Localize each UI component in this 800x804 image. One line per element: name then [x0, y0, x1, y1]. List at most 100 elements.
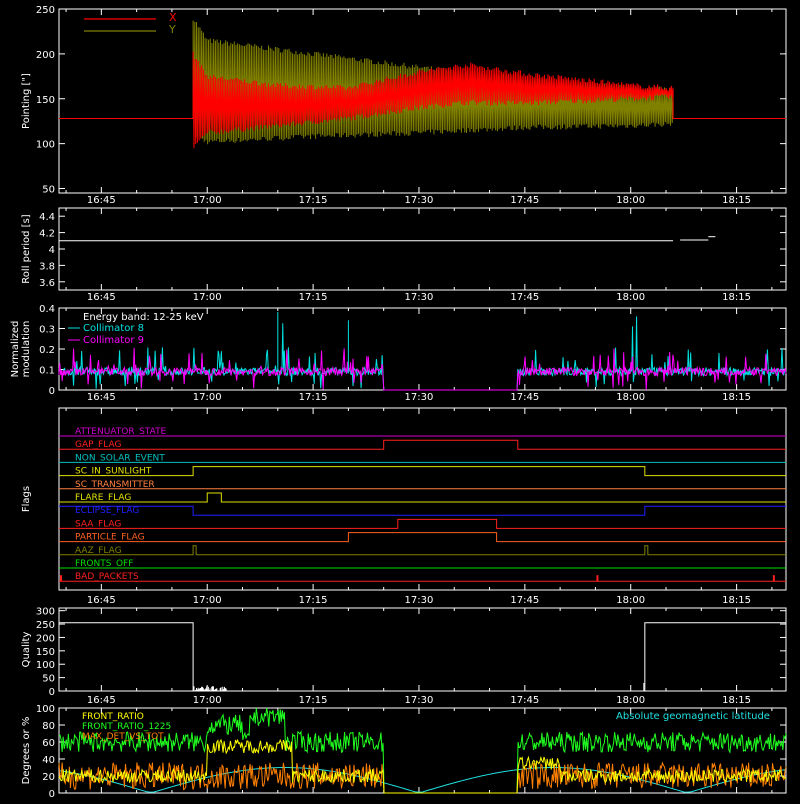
modulation-xtick-label: 16:45 [87, 392, 116, 403]
quality-ytick-label: 100 [36, 660, 55, 671]
roll-ytick-label: 4 [49, 245, 55, 256]
roll-ylabel: Roll period [s] [21, 214, 32, 283]
quality-xtick-label: 17:45 [510, 695, 539, 706]
pointing-ytick-label: 50 [42, 185, 55, 196]
roll-ytick-label: 4.2 [39, 229, 55, 240]
modulation-ytick-label: 0.2 [39, 345, 55, 356]
flags-xtick-label: 16:45 [87, 595, 116, 606]
latitude-legend-label: MAX_DET_VS_TOT [82, 732, 164, 742]
pointing-ytick-label: 100 [36, 140, 55, 151]
pointing-ytick-label: 250 [36, 5, 55, 16]
pointing-xtick-label: 17:15 [299, 195, 328, 206]
legend-label-x: X [169, 11, 177, 24]
modulation-ytick-label: 0 [49, 386, 55, 397]
roll-xtick-label: 17:45 [510, 292, 539, 303]
pointing-xtick-label: 18:00 [616, 195, 645, 206]
pointing-xtick-label: 17:00 [193, 195, 222, 206]
roll-xtick-label: 16:45 [87, 292, 116, 303]
modulation-xtick-label: 17:30 [405, 392, 434, 403]
flag-label: GAP_FLAG [75, 440, 121, 450]
modulation-xtick-label: 18:00 [616, 392, 645, 403]
latitude-ytick-label: 80 [42, 721, 55, 732]
panel-flags: 16:45 17:00 17:15 17:30 17:45 18:00 18:15 Flags… [21, 407, 787, 606]
series-x-line [59, 51, 786, 149]
latitude-ytick-label: 60 [42, 738, 55, 749]
flag-line-saa-flag [59, 518, 786, 529]
flag-label: NON_SOLAR_EVENT [75, 453, 165, 463]
flags-xtick-label: 17:30 [405, 595, 434, 606]
quality-xtick-label: 17:00 [193, 695, 222, 706]
roll-xtick-label: 17:15 [299, 292, 328, 303]
panel-pointing: 16:45 17:00 17:15 17:30 17:45 18:00 18:15 50 100… [21, 5, 787, 206]
pointing-xtick-label: 16:45 [87, 195, 116, 206]
modulation-ylabel: Normalized [10, 321, 21, 378]
flag-line-sc-in-sunlight [59, 466, 786, 477]
flags-frame [58, 407, 787, 591]
latitude-ytick-label: 0 [49, 789, 55, 800]
quality-xtick-label: 17:15 [299, 695, 328, 706]
quality-xtick-label: 18:00 [616, 695, 645, 706]
quality-ytick-label: 300 [36, 607, 55, 618]
panel-modulation: 16:45 17:00 17:15 17:30 17:45 18:00 18:15 0 0.1 0… [10, 304, 787, 403]
modulation-ytick-label: 0.1 [39, 366, 55, 377]
quality-noise [192, 686, 227, 691]
flag-line-aaz-flag [59, 545, 786, 556]
quality-xtick-label: 18:15 [722, 695, 751, 706]
flag-label: ECLIPSE_FLAG [75, 506, 139, 516]
legend-label-y: Y [168, 23, 176, 36]
roll-xtick-label: 17:30 [405, 292, 434, 303]
modulation-xtick-label: 17:15 [299, 392, 328, 403]
quality-ytick-label: 50 [42, 674, 55, 685]
flags-xtick-label: 17:45 [510, 595, 539, 606]
flags-xtick-label: 17:00 [193, 595, 222, 606]
latitude-ytick-label: 20 [42, 772, 55, 783]
quality-line [59, 622, 786, 692]
quality-ytick-label: 150 [36, 647, 55, 658]
modulation-legend-label: Collimator 9 [83, 335, 144, 346]
flags-xtick-label: 17:15 [299, 595, 328, 606]
flags-xtick-label: 18:15 [722, 595, 751, 606]
latitude-ylabel: Degrees or % [21, 717, 32, 785]
flag-label: FRONTS_OFF [75, 559, 133, 569]
latitude-ytick-label: 40 [42, 755, 55, 766]
flag-line-flare-flag [59, 492, 786, 503]
quality-xtick-label: 17:30 [405, 695, 434, 706]
modulation-xtick-label: 17:00 [193, 392, 222, 403]
modulation-ytick-label: 0.3 [39, 325, 55, 336]
roll-xtick-label: 18:15 [722, 292, 751, 303]
pointing-ytick-label: 150 [36, 95, 55, 106]
latitude-ytick-label: 100 [36, 704, 55, 715]
panel-latitude: 0 20 40 60 80 100 Degrees or % FRONT_RATIOFRONT… [21, 704, 787, 800]
modulation-ytick-label: 0.4 [39, 304, 55, 315]
flag-line-particle-flag [59, 532, 786, 543]
flag-label: PARTICLE_FLAG [75, 533, 145, 543]
quality-ytick-label: 0 [49, 687, 55, 698]
quality-ylabel: Quality [21, 632, 32, 668]
modulation-xtick-label: 17:45 [510, 392, 539, 403]
pointing-xtick-label: 17:45 [510, 195, 539, 206]
ratio-line-2 [58, 738, 787, 794]
pointing-xtick-label: 17:30 [405, 195, 434, 206]
quality-ytick-label: 250 [36, 620, 55, 631]
modulation-legend-label: Collimator 8 [83, 323, 144, 334]
latitude-legend-label: FRONT_RATIO [82, 712, 144, 722]
flags-xtick-label: 18:00 [616, 595, 645, 606]
panel-roll: 16:45 17:00 17:15 17:30 17:45 18:00 18:15 3.6 3.… [21, 207, 787, 303]
flag-label: SC_IN_SUNLIGHT [75, 467, 152, 477]
pointing-ytick-label: 200 [36, 50, 55, 61]
flag-label: AAZ_FLAG [75, 546, 122, 556]
flag-label: FLARE_FLAG [75, 493, 131, 503]
panel-quality: 16:45 17:00 17:15 17:30 17:45 18:00 18:15 0 50 10… [21, 607, 787, 706]
pointing-ylabel: Pointing ["] [21, 73, 32, 129]
quality-xtick-label: 16:45 [87, 695, 116, 706]
flags-ylabel: Flags [21, 486, 32, 512]
pointing-frame [58, 8, 787, 194]
modulation-xtick-label: 18:15 [722, 392, 751, 403]
roll-ytick-label: 4.4 [39, 212, 55, 223]
flag-line-gap-flag [59, 439, 786, 450]
pointing-xtick-label: 18:15 [722, 195, 751, 206]
roll-ytick-label: 3.6 [39, 278, 55, 289]
flag-label: BAD_PACKETS [75, 572, 139, 582]
